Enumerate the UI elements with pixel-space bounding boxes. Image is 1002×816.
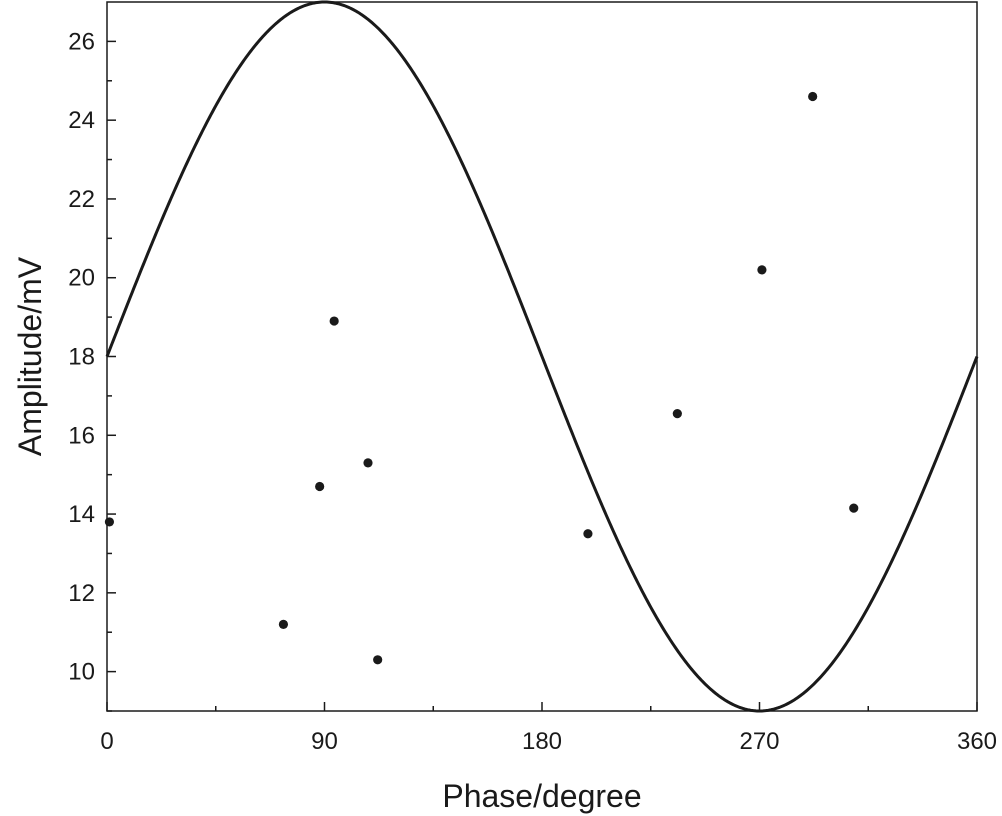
y-axis-label: Amplitude/mV — [12, 256, 48, 456]
x-tick-label: 90 — [311, 728, 338, 755]
data-point — [583, 529, 593, 539]
y-tick-label: 10 — [68, 659, 95, 686]
y-tick-label: 24 — [68, 107, 95, 134]
y-tick-label: 26 — [68, 28, 95, 55]
points-layer — [104, 91, 859, 665]
y-tick-label: 16 — [68, 422, 95, 449]
data-point — [315, 481, 325, 492]
data-point — [849, 503, 859, 513]
y-tick-label: 12 — [68, 580, 95, 607]
data-point — [363, 458, 373, 468]
tick-labels-layer: 0 90 180 270 360 10 12 14 16 18 20 22 24 26 — [68, 28, 997, 755]
data-point — [672, 409, 682, 419]
x-tick-label: 270 — [739, 728, 779, 755]
y-tick-label: 14 — [68, 501, 95, 528]
curve-layer — [105, 0, 979, 713]
x-tick-label: 180 — [522, 728, 562, 755]
y-tick-label: 22 — [68, 186, 95, 213]
fit-curve — [105, 0, 979, 713]
y-tick-label: 18 — [68, 344, 95, 371]
x-axis-label: Phase/degree — [442, 778, 641, 814]
data-point — [373, 655, 383, 665]
y-tick-label: 20 — [68, 265, 95, 292]
x-tick-label: 360 — [957, 728, 997, 755]
data-point — [329, 316, 339, 326]
data-point — [808, 91, 818, 102]
x-tick-label: 0 — [100, 728, 113, 755]
data-point — [278, 619, 289, 629]
ticks-layer — [106, 40, 978, 712]
data-point — [757, 265, 767, 275]
data-point — [104, 517, 115, 527]
